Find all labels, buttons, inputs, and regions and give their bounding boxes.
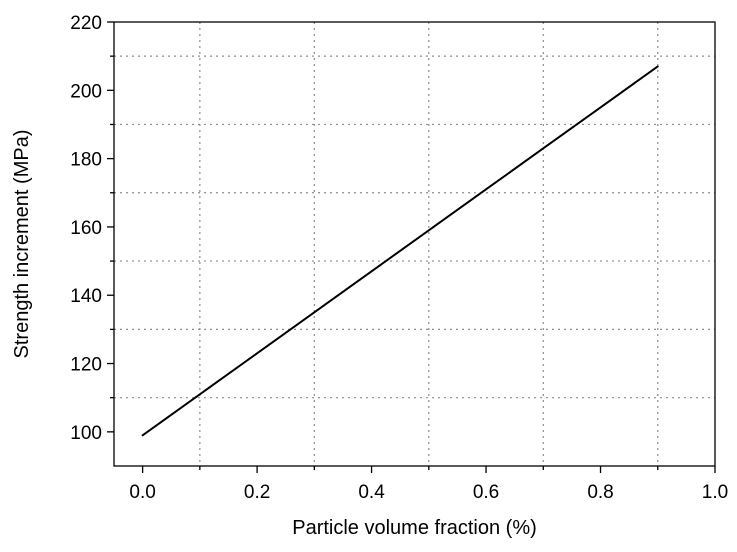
grid xyxy=(114,22,715,466)
x-tick-label: 0.4 xyxy=(358,482,385,503)
x-tick-label: 0.8 xyxy=(587,482,613,503)
y-tick-label: 200 xyxy=(70,81,102,102)
axis-ticks xyxy=(107,21,716,473)
series-line xyxy=(141,65,659,437)
x-axis-title: Particle volume fraction (%) xyxy=(292,517,537,539)
y-tick-label: 120 xyxy=(70,355,102,376)
x-tick-labels: 0.0 0.2 0.4 0.6 0.8 1.0 xyxy=(129,482,728,503)
x-tick-label: 0.0 xyxy=(129,482,155,503)
y-tick-label: 140 xyxy=(70,286,102,307)
y-tick-label: 220 xyxy=(70,13,102,34)
x-tick-label: 0.6 xyxy=(473,482,499,503)
y-tick-label: 160 xyxy=(70,218,102,239)
y-axis-title: Strength increment (MPa) xyxy=(11,130,33,359)
x-tick-label: 1.0 xyxy=(702,482,728,503)
y-tick-label: 100 xyxy=(70,423,102,444)
y-tick-labels: 100 120 140 160 180 200 220 xyxy=(70,13,102,444)
series-layer xyxy=(141,65,659,437)
x-tick-label: 0.2 xyxy=(244,482,270,503)
plot-frame xyxy=(113,21,716,467)
y-tick-label: 180 xyxy=(70,150,102,171)
